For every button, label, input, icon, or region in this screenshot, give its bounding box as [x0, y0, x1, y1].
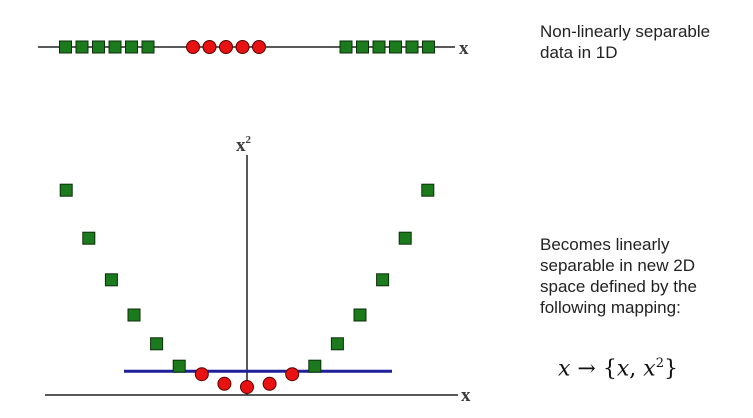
square-point: [356, 40, 369, 54]
square-point: [92, 40, 105, 54]
bottom-y-axis-label-exponent: 2: [246, 134, 252, 146]
formula-close-brace: }: [663, 356, 678, 382]
top-data-points: [59, 40, 435, 54]
square-point: [141, 40, 155, 54]
circle-point: [252, 40, 266, 54]
circle-point: [194, 367, 209, 382]
formula-open-brace: {: [602, 356, 617, 382]
mapping-formula: x → {x, x2}: [558, 356, 678, 381]
formula-var3: x: [643, 356, 656, 382]
bottom-y-axis-label: x2: [236, 134, 252, 156]
square-point: [59, 183, 73, 197]
square-point: [127, 308, 141, 322]
square-point: [330, 337, 344, 351]
square-point: [150, 337, 164, 351]
square-point: [376, 273, 390, 287]
caption-bottom: Becomes linearly separable in new 2D spa…: [540, 235, 697, 317]
square-point: [405, 40, 419, 54]
bottom-x-axis-label: x: [461, 385, 471, 406]
circle-point: [202, 40, 217, 54]
formula-sep: ,: [629, 356, 644, 382]
square-point: [398, 231, 412, 245]
caption-top: Non-linearly separable data in 1D: [540, 22, 711, 62]
square-point: [75, 40, 89, 54]
square-point: [339, 40, 353, 54]
square-point: [172, 359, 186, 373]
circle-point: [285, 367, 300, 382]
bottom-data-points: [59, 183, 435, 394]
bottom-y-axis-label-base: x: [236, 135, 246, 156]
square-point: [353, 308, 367, 322]
formula-arrow: →: [577, 356, 596, 382]
circle-point: [240, 380, 254, 394]
square-point: [421, 183, 435, 197]
square-point: [125, 40, 138, 54]
formula-var2: x: [616, 356, 630, 382]
square-point: [372, 40, 386, 54]
square-point: [59, 40, 72, 54]
square-point: [82, 231, 96, 245]
formula-var: x: [558, 356, 571, 382]
circle-point: [217, 376, 232, 391]
top-x-axis-label: x: [459, 38, 469, 59]
square-point: [422, 40, 435, 54]
circle-point: [235, 40, 250, 54]
square-point: [108, 40, 122, 54]
circle-point: [219, 40, 233, 54]
formula-exp: 2: [655, 356, 664, 371]
circle-point: [262, 376, 277, 391]
square-point: [104, 273, 118, 287]
circle-point: [186, 40, 200, 54]
square-point: [389, 40, 402, 54]
square-point: [308, 359, 322, 373]
